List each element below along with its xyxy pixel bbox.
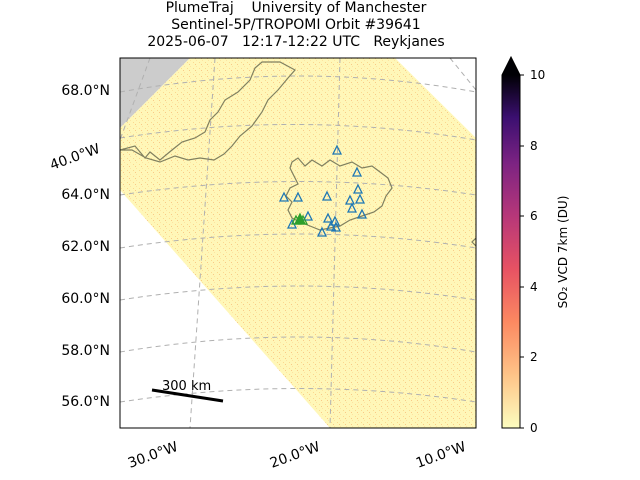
source-marker (290, 214, 302, 225)
volcano-marker (344, 194, 356, 205)
volcano-marker (322, 212, 334, 223)
scale-bar (151, 388, 224, 403)
volcano-marker (356, 208, 368, 219)
latitude-labels: 68.0°N 64.0°N 62.0°N 60.0°N 58.0°N 56.0°… (61, 83, 110, 410)
colorbar-tick-2: 2 (530, 350, 538, 364)
volcano-marker (354, 193, 366, 204)
lat-label-56: 56.0°N (61, 394, 110, 410)
map-frame (119, 57, 477, 429)
colorbar-tick-0: 0 (530, 421, 538, 435)
colorbar-extend-max (502, 57, 520, 75)
colorbar: 0 2 4 6 8 10 SO₂ VCD 7km (DU) (501, 55, 570, 435)
title-line-3: 2025-06-07 12:17-12:22 UTC Reykjanes (147, 34, 445, 50)
lon-label-10w: 10.0°W (414, 439, 468, 472)
volcano-marker (278, 191, 290, 202)
colorbar-frame (501, 55, 521, 429)
lat-label-60: 60.0°N (61, 291, 110, 307)
title-line-1: PlumeTraj University of Manchester (165, 0, 427, 16)
lon-label-20w: 20.0°W (268, 439, 322, 472)
colorbar-tick-6: 6 (530, 209, 538, 223)
colorbar-gradient (502, 75, 520, 428)
lat-label-62: 62.0°N (61, 239, 110, 255)
colorbar-label: SO₂ VCD 7km (DU) (556, 196, 570, 309)
volcano-marker (325, 220, 337, 231)
map-area: 300 km (120, 58, 476, 428)
source-marker (297, 214, 309, 225)
volcano-markers (278, 144, 368, 237)
title-line-2: Sentinel-5P/TROPOMI Orbit #39641 (171, 17, 421, 33)
volcano-marker (351, 166, 363, 177)
scale-bar-label: 300 km (162, 379, 211, 394)
volcano-marker (316, 226, 328, 237)
lat-label-68: 68.0°N (61, 83, 110, 99)
colorbar-tick-4: 4 (530, 280, 538, 294)
volcano-marker (302, 210, 314, 221)
lon-label-40w: 40.0°W (48, 141, 102, 174)
volcano-marker (331, 144, 343, 155)
volcano-marker (352, 183, 364, 194)
volcano-marker (292, 191, 304, 202)
colorbar-tick-10: 10 (530, 68, 545, 82)
lat-label-64: 64.0°N (61, 187, 110, 203)
volcano-marker (321, 190, 333, 201)
lat-label-58: 58.0°N (61, 343, 110, 359)
colorbar-tick-8: 8 (530, 139, 538, 153)
gridlines (120, 58, 476, 428)
volcano-marker (330, 221, 342, 232)
lon-label-30w: 30.0°W (126, 439, 180, 472)
coastline (120, 61, 476, 247)
volcano-marker (346, 202, 358, 213)
